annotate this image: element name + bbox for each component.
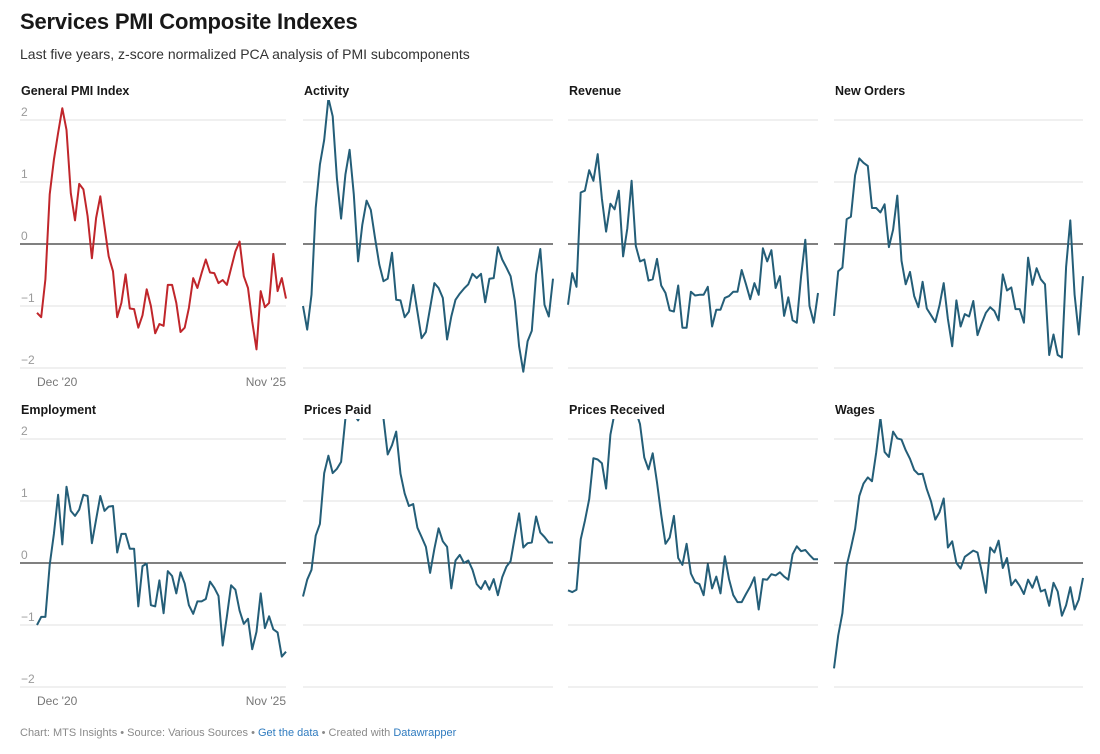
- panel-title: Prices Received: [569, 403, 665, 417]
- series-line: [36, 107, 287, 351]
- chart-title: Services PMI Composite Indexes: [20, 9, 358, 34]
- panel-new-orders: [833, 119, 1084, 369]
- created-with-text: Created with: [328, 727, 394, 739]
- panel-prices-paid: [302, 419, 553, 688]
- datawrapper-link[interactable]: Datawrapper: [393, 727, 457, 739]
- series-line: [567, 153, 819, 329]
- series-line: [833, 157, 1084, 359]
- y-tick-label: 0: [21, 548, 28, 562]
- panel-activity: [302, 100, 554, 373]
- panel-title: Revenue: [569, 84, 622, 98]
- series-line: [833, 419, 1084, 669]
- panel-title: New Orders: [835, 84, 906, 98]
- series-line: [36, 485, 287, 658]
- get-the-data-link[interactable]: Get the data: [258, 727, 319, 739]
- source-credit: Source: Various Sources: [127, 727, 249, 739]
- panel-prices-received: [567, 419, 818, 688]
- x-tick-label: Dec '20: [37, 375, 78, 389]
- y-tick-label: −2: [21, 672, 35, 686]
- y-tick-label: −1: [21, 610, 35, 624]
- panel-title: Activity: [304, 84, 350, 98]
- series-line: [567, 419, 818, 611]
- footer-separator: •: [117, 727, 128, 739]
- panel-revenue: [567, 119, 819, 369]
- chart-subtitle: Last five years, z-score normalized PCA …: [20, 46, 470, 62]
- x-tick-label: Nov '25: [246, 375, 287, 389]
- x-tick-label: Nov '25: [246, 694, 287, 708]
- y-tick-label: −1: [21, 291, 35, 305]
- y-tick-label: 2: [21, 424, 28, 438]
- series-line: [302, 419, 553, 597]
- panel-title: General PMI Index: [21, 84, 130, 98]
- series-line: [302, 100, 554, 373]
- footer-separator: •: [318, 727, 329, 739]
- panel-title: Wages: [835, 403, 875, 417]
- y-tick-label: 0: [21, 229, 28, 243]
- chart-credit: Chart: MTS Insights: [20, 727, 118, 739]
- y-tick-label: 1: [21, 486, 28, 500]
- panel-title: Employment: [21, 403, 97, 417]
- panel-title: Prices Paid: [304, 403, 372, 417]
- y-tick-label: 1: [21, 167, 28, 181]
- panel-wages: [833, 419, 1084, 688]
- x-tick-label: Dec '20: [37, 694, 78, 708]
- y-tick-label: 2: [21, 105, 28, 119]
- y-tick-label: −2: [21, 353, 35, 367]
- footer-separator: •: [248, 727, 258, 739]
- chart-footer: Chart: MTS Insights • Source: Various So…: [20, 727, 456, 739]
